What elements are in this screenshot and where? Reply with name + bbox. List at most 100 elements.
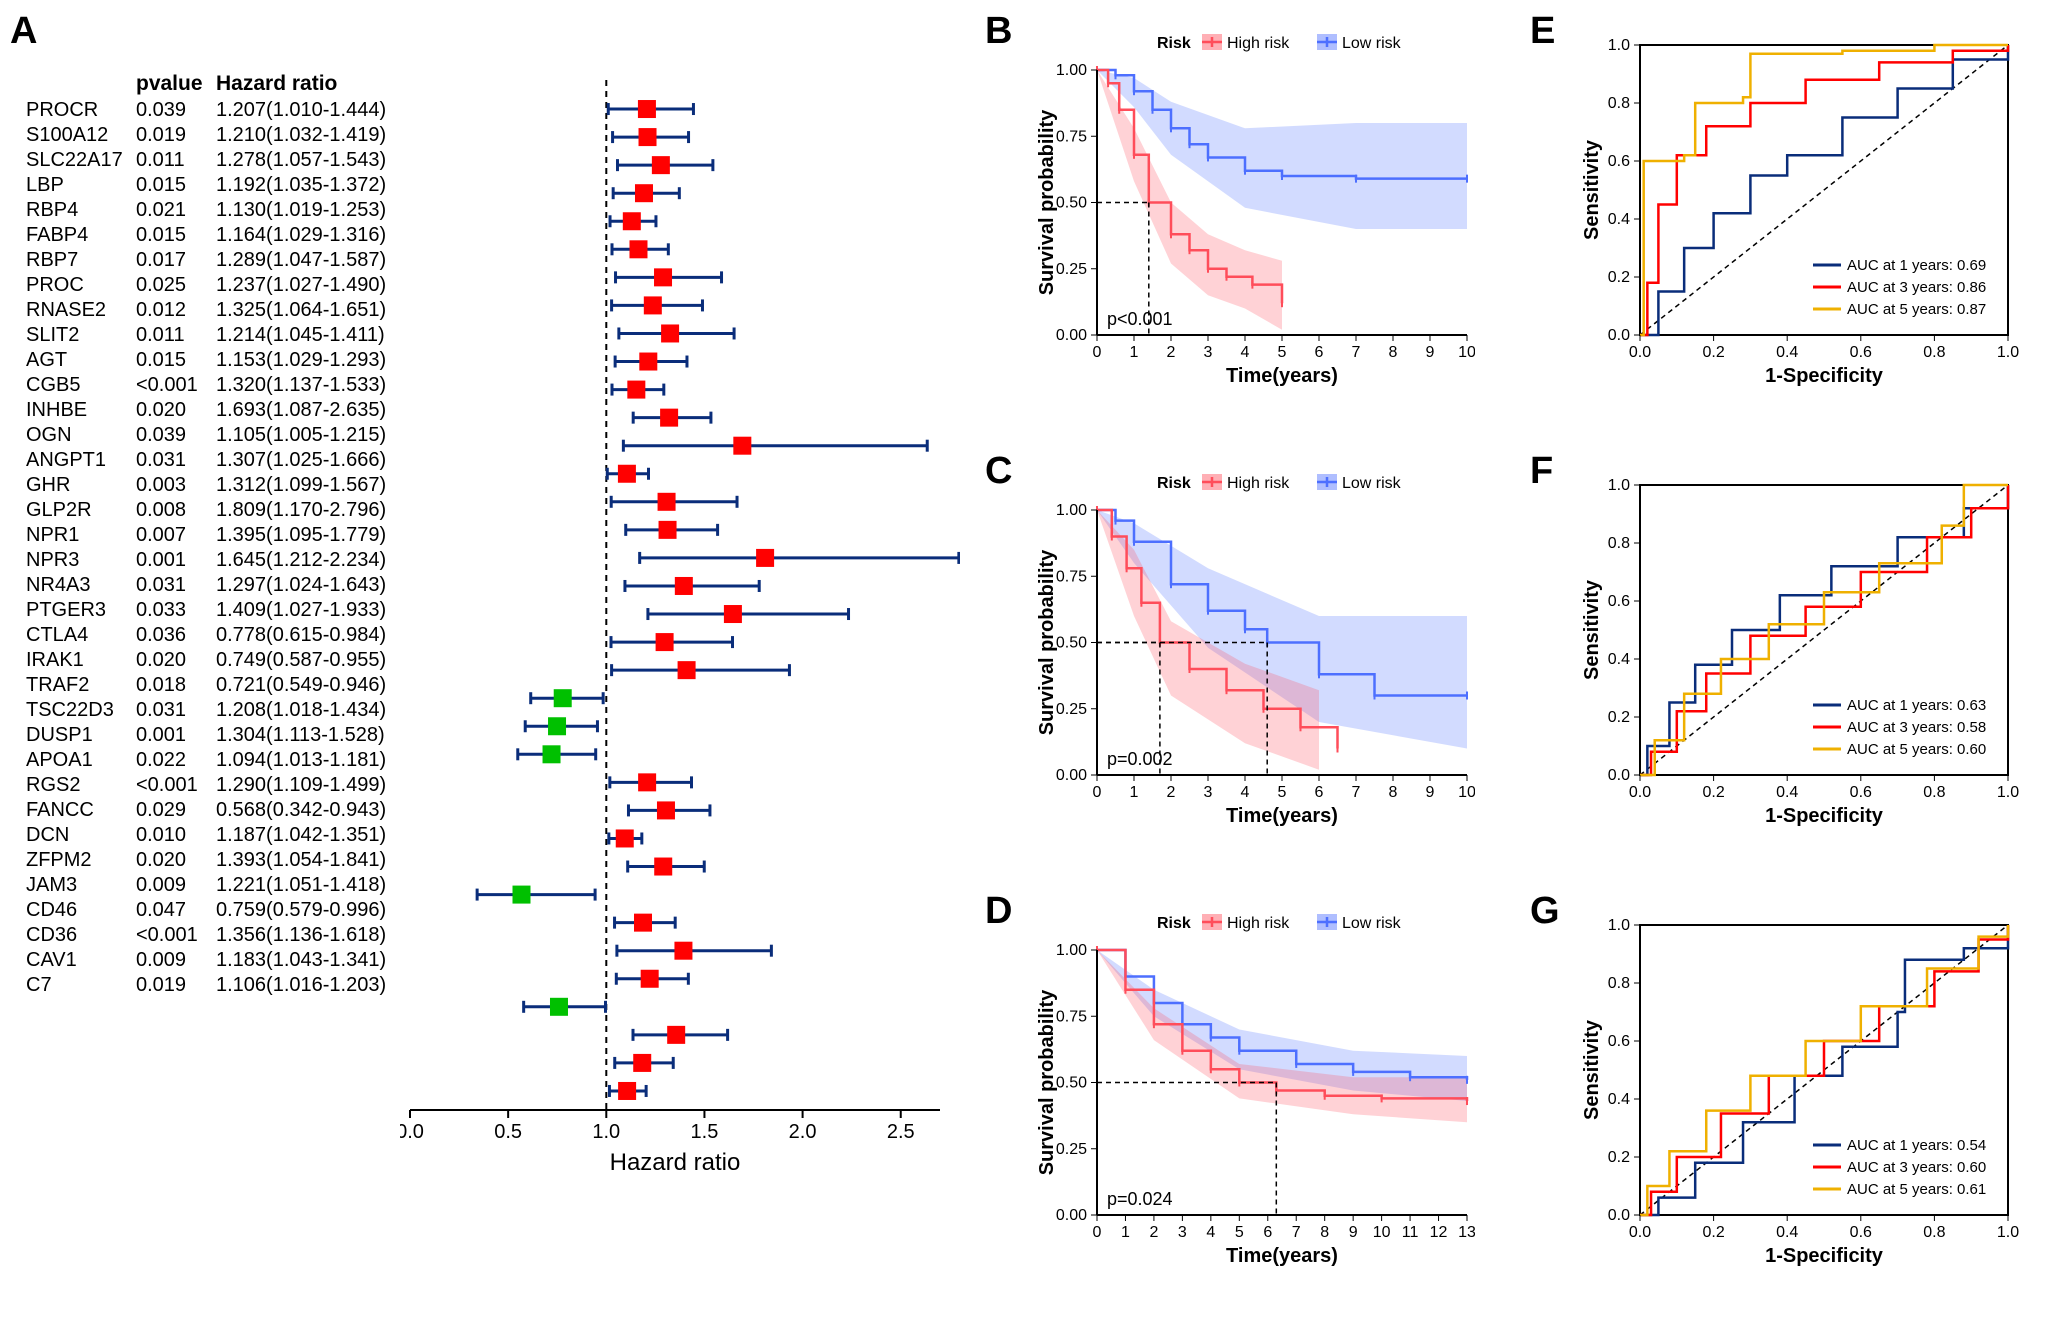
svg-text:0.50: 0.50 [1056, 195, 1087, 212]
svg-text:9: 9 [1426, 784, 1435, 801]
svg-text:0.8: 0.8 [1608, 535, 1630, 552]
svg-text:Sensitivity: Sensitivity [1581, 1019, 1603, 1120]
svg-text:8: 8 [1389, 344, 1398, 361]
svg-text:7: 7 [1352, 344, 1361, 361]
svg-text:1.0: 1.0 [1997, 784, 2019, 801]
km-plot-b: 0123456789100.000.250.500.751.00Time(yea… [1035, 30, 1475, 390]
svg-text:4: 4 [1206, 1224, 1215, 1241]
svg-text:High risk: High risk [1227, 915, 1290, 932]
svg-text:AUC at 3 years: 0.86: AUC at 3 years: 0.86 [1847, 279, 1986, 296]
svg-text:0.0: 0.0 [1608, 327, 1630, 344]
svg-text:5: 5 [1278, 784, 1287, 801]
table-row: CTLA40.0360.778(0.615-0.984) [20, 623, 400, 648]
svg-text:0.2: 0.2 [1702, 784, 1724, 801]
table-row: RGS2<0.0011.290(1.109-1.499) [20, 773, 400, 798]
svg-text:0.2: 0.2 [1702, 1224, 1724, 1241]
svg-text:0: 0 [1093, 1224, 1102, 1241]
svg-text:0.5: 0.5 [494, 1121, 522, 1143]
svg-text:AUC at 5 years: 0.87: AUC at 5 years: 0.87 [1847, 301, 1986, 318]
svg-text:0.8: 0.8 [1923, 344, 1945, 361]
table-row: RBP40.0211.130(1.019-1.253) [20, 198, 400, 223]
svg-text:6: 6 [1263, 1224, 1272, 1241]
svg-text:0.25: 0.25 [1056, 701, 1087, 718]
svg-text:0.8: 0.8 [1608, 975, 1630, 992]
svg-text:Survival probability: Survival probability [1036, 549, 1058, 735]
svg-text:AUC at 1 years: 0.54: AUC at 1 years: 0.54 [1847, 1137, 1986, 1154]
table-row: ANGPT10.0311.307(1.025-1.666) [20, 448, 400, 473]
svg-text:1: 1 [1130, 784, 1139, 801]
roc-plot-f: 0.00.00.20.20.40.40.60.60.80.81.01.01-Sp… [1580, 470, 2020, 830]
table-row: DUSP10.0011.304(1.113-1.528) [20, 723, 400, 748]
svg-text:Low risk: Low risk [1342, 475, 1402, 492]
table-row: SLC22A170.0111.278(1.057-1.543) [20, 148, 400, 173]
table-header-hr: Hazard ratio [210, 70, 400, 98]
table-row: PROC0.0251.237(1.027-1.490) [20, 273, 400, 298]
panel-label-c: C [985, 450, 1012, 493]
table-row: GLP2R0.0081.809(1.170-2.796) [20, 498, 400, 523]
table-row: TRAF20.0180.721(0.549-0.946) [20, 673, 400, 698]
table-row: CD460.0470.759(0.579-0.996) [20, 898, 400, 923]
svg-text:0.0: 0.0 [1629, 1224, 1651, 1241]
svg-text:0.4: 0.4 [1776, 344, 1798, 361]
svg-text:Sensitivity: Sensitivity [1581, 579, 1603, 680]
svg-text:AUC at 5 years: 0.61: AUC at 5 years: 0.61 [1847, 1181, 1986, 1198]
table-row: C70.0191.106(1.016-1.203) [20, 973, 400, 998]
table-row: DCN0.0101.187(1.042-1.351) [20, 823, 400, 848]
svg-text:3: 3 [1204, 784, 1213, 801]
svg-text:0.8: 0.8 [1923, 1224, 1945, 1241]
svg-text:0.25: 0.25 [1056, 261, 1087, 278]
svg-text:0.25: 0.25 [1056, 1141, 1087, 1158]
svg-text:1.0: 1.0 [1997, 344, 2019, 361]
svg-text:0: 0 [1093, 344, 1102, 361]
svg-text:1.00: 1.00 [1056, 62, 1087, 79]
svg-text:0.0: 0.0 [1629, 784, 1651, 801]
svg-text:0.2: 0.2 [1608, 1149, 1630, 1166]
svg-text:10: 10 [1458, 784, 1475, 801]
svg-text:0.6: 0.6 [1850, 1224, 1872, 1241]
svg-text:10: 10 [1373, 1224, 1391, 1241]
km-plot-d: 0123456789101112130.000.250.500.751.00Ti… [1035, 910, 1475, 1270]
svg-text:AUC at 3 years: 0.58: AUC at 3 years: 0.58 [1847, 719, 1986, 736]
svg-text:Low risk: Low risk [1342, 915, 1402, 932]
svg-text:6: 6 [1315, 784, 1324, 801]
svg-text:Hazard ratio: Hazard ratio [610, 1149, 741, 1176]
svg-text:0.00: 0.00 [1056, 327, 1087, 344]
panel-label-a: A [10, 10, 37, 53]
svg-text:AUC at 3 years: 0.60: AUC at 3 years: 0.60 [1847, 1159, 1986, 1176]
svg-text:7: 7 [1352, 784, 1361, 801]
table-row: CAV10.0091.183(1.043-1.341) [20, 948, 400, 973]
svg-text:1: 1 [1121, 1224, 1130, 1241]
svg-text:0.0: 0.0 [400, 1121, 424, 1143]
table-row: PROCR0.0391.207(1.010-1.444) [20, 98, 400, 123]
svg-text:0.2: 0.2 [1608, 709, 1630, 726]
svg-text:0.50: 0.50 [1056, 1075, 1087, 1092]
svg-text:Time(years): Time(years) [1226, 365, 1338, 387]
svg-text:5: 5 [1278, 344, 1287, 361]
svg-text:0.8: 0.8 [1923, 784, 1945, 801]
table-row: JAM30.0091.221(1.051-1.418) [20, 873, 400, 898]
svg-text:0.0: 0.0 [1608, 1207, 1630, 1224]
svg-text:1.0: 1.0 [1608, 477, 1630, 494]
svg-text:1.0: 1.0 [1608, 37, 1630, 54]
panel-label-d: D [985, 890, 1012, 933]
svg-text:0.4: 0.4 [1608, 1091, 1630, 1108]
svg-text:2: 2 [1167, 344, 1176, 361]
table-row: RBP70.0171.289(1.047-1.587) [20, 248, 400, 273]
table-row: FANCC0.0290.568(0.342-0.943) [20, 798, 400, 823]
svg-text:3: 3 [1178, 1224, 1187, 1241]
table-row: CD36<0.0011.356(1.136-1.618) [20, 923, 400, 948]
svg-text:6: 6 [1315, 344, 1324, 361]
svg-text:1-Specificity: 1-Specificity [1765, 805, 1884, 827]
svg-text:Sensitivity: Sensitivity [1581, 139, 1603, 240]
table-header-pvalue: pvalue [130, 70, 210, 98]
svg-text:0: 0 [1093, 784, 1102, 801]
svg-text:0.00: 0.00 [1056, 1207, 1087, 1224]
svg-text:12: 12 [1430, 1224, 1448, 1241]
svg-text:1-Specificity: 1-Specificity [1765, 365, 1884, 387]
table-row: OGN0.0391.105(1.005-1.215) [20, 423, 400, 448]
svg-text:2.5: 2.5 [887, 1121, 915, 1143]
svg-text:1.0: 1.0 [592, 1121, 620, 1143]
svg-text:0.6: 0.6 [1608, 593, 1630, 610]
svg-text:AUC at 5 years: 0.60: AUC at 5 years: 0.60 [1847, 741, 1986, 758]
svg-text:1-Specificity: 1-Specificity [1765, 1245, 1884, 1267]
